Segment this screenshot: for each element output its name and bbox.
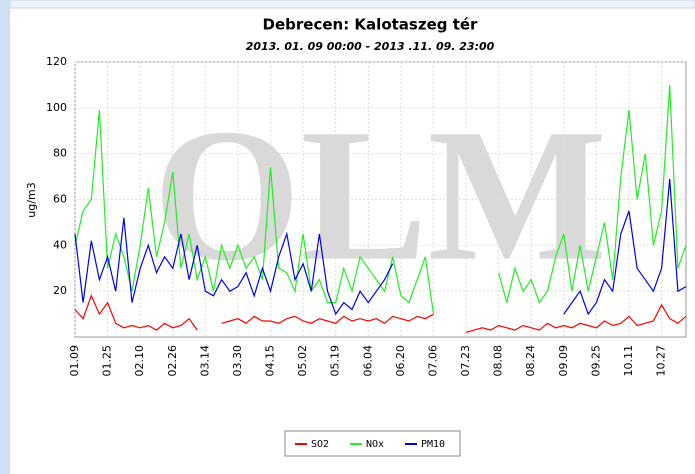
x-tick-label: 09.25 bbox=[589, 345, 602, 377]
x-tick-label: 06.04 bbox=[361, 345, 374, 377]
x-tick-label: 05.19 bbox=[329, 345, 342, 377]
chart-title: Debrecen: Kalotaszeg tér bbox=[263, 16, 479, 34]
x-tick-label: 06.20 bbox=[394, 345, 407, 377]
x-tick-label: 10.11 bbox=[622, 345, 635, 377]
side-panel bbox=[0, 0, 10, 474]
y-tick-label: 40 bbox=[53, 238, 67, 251]
chart-subtitle: 2013. 01. 09 00:00 - 2013 .11. 09. 23:00 bbox=[246, 40, 495, 53]
legend-label: SO2 bbox=[311, 439, 329, 450]
x-tick-label: 05.02 bbox=[296, 345, 309, 377]
x-tick-label: 10.27 bbox=[655, 345, 668, 377]
x-tick-label: 03.30 bbox=[231, 345, 244, 377]
x-tick-label: 01.25 bbox=[101, 345, 114, 377]
page: {"chart_data": {"type": "line", "title":… bbox=[0, 0, 695, 474]
legend-label: NOx bbox=[366, 439, 384, 450]
x-tick-label: 07.23 bbox=[459, 345, 472, 377]
x-tick-label: 07.06 bbox=[426, 345, 439, 377]
y-tick-label: 80 bbox=[53, 147, 67, 160]
y-tick-label: 60 bbox=[53, 193, 67, 206]
x-tick-label: 03.14 bbox=[198, 345, 211, 377]
y-tick-label: 20 bbox=[53, 284, 67, 297]
tab-strip bbox=[10, 0, 695, 8]
chart: Debrecen: Kalotaszeg tér 2013. 01. 09 00… bbox=[0, 0, 695, 474]
y-tick-label: 120 bbox=[46, 55, 67, 68]
y-tick-label: 100 bbox=[46, 101, 67, 114]
x-tick-label: 02.10 bbox=[133, 345, 146, 377]
x-tick-label: 04.15 bbox=[264, 345, 277, 377]
x-tick-label: 08.24 bbox=[524, 345, 537, 377]
x-tick-label: 02.26 bbox=[166, 345, 179, 377]
x-tick-label: 09.09 bbox=[557, 345, 570, 377]
x-tick-label: 01.09 bbox=[68, 345, 81, 377]
watermark: OLM bbox=[153, 91, 607, 301]
legend-label: PM10 bbox=[421, 439, 445, 450]
x-tick-label: 08.08 bbox=[492, 345, 505, 377]
y-axis-label: ug/m3 bbox=[25, 182, 38, 217]
